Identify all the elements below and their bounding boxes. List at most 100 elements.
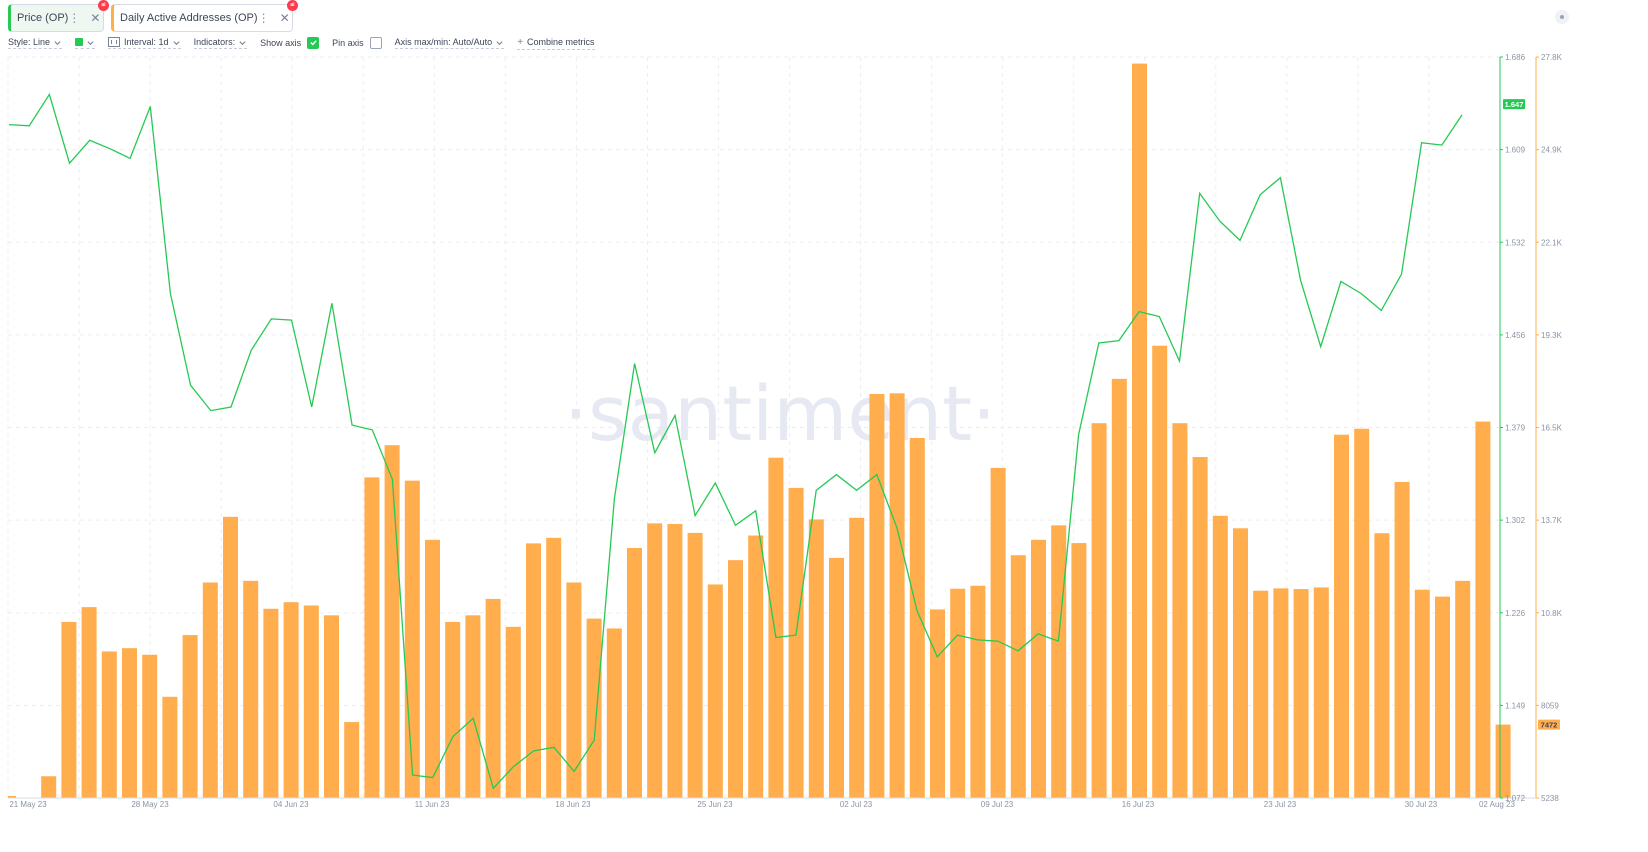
close-icon[interactable]: ✕: [279, 11, 290, 25]
settings-icon[interactable]: [1555, 10, 1569, 24]
daa-bar: [546, 537, 562, 798]
show-axis-label: Show axis: [260, 37, 302, 48]
indicators-dropdown[interactable]: Indicators:: [193, 37, 248, 49]
show-axis-checkbox[interactable]: [307, 36, 320, 49]
daa-current-label: 7472: [1541, 721, 1558, 730]
daa-bar: [667, 524, 683, 798]
daa-bar: [707, 584, 723, 798]
daa-bar: [344, 722, 360, 798]
ai-badge: ai: [98, 0, 109, 11]
price-line: [8, 92, 1463, 790]
daa-bar: [1233, 528, 1248, 798]
daa-bar: [485, 598, 501, 798]
daa-bar: [1273, 588, 1289, 798]
style-label: Style: Line: [8, 37, 51, 47]
daa-axis-tick-label: 27.8K: [1541, 53, 1563, 62]
show-axis-toggle[interactable]: Show axis: [260, 36, 320, 50]
daa-bar: [465, 615, 481, 798]
daa-axis-tick-label: 19.3K: [1541, 331, 1563, 340]
daa-bar: [61, 621, 77, 798]
x-axis-tick-label: 02 Jul 23: [840, 800, 873, 809]
color-picker[interactable]: [75, 38, 96, 49]
x-axis-tick-label: 21 May 23: [9, 800, 47, 809]
daa-bar: [768, 457, 784, 798]
daa-bars: [8, 63, 1511, 799]
daa-bar: [1152, 345, 1168, 798]
chart-axes: 1.686 1.609 1.532 1.456 1.379 1.302 1.226 1.149…: [8, 53, 1563, 809]
daa-bar: [101, 651, 117, 798]
daa-bar: [303, 605, 319, 798]
more-options-icon[interactable]: ⋮: [257, 11, 270, 25]
tab-label: Price (OP): [17, 12, 69, 24]
pin-axis-checkbox[interactable]: [369, 36, 382, 49]
daa-bar: [728, 560, 743, 798]
daa-bar: [404, 480, 420, 798]
daa-bar: [1313, 587, 1329, 798]
daa-bar: [566, 582, 582, 798]
daa-axis-tick-label: 16.5K: [1541, 424, 1563, 433]
daa-bar: [990, 467, 1006, 798]
x-axis-tick-label: 11 Jun 23: [415, 800, 450, 809]
daa-bar: [687, 532, 703, 798]
color-swatch: [75, 38, 84, 46]
price-current-badge: [1503, 99, 1525, 110]
price-axis-tick-label: 1.686: [1505, 53, 1526, 62]
chevron-down-icon: [239, 40, 246, 45]
daa-bar: [950, 588, 966, 798]
pin-axis-toggle[interactable]: Pin axis: [332, 36, 382, 50]
daa-bar: [202, 582, 218, 798]
tab-price-op[interactable]: Price (OP) ⋮ ✕ ai: [8, 0, 109, 32]
price-axis-tick-label: 1.609: [1505, 146, 1526, 155]
x-axis-tick-label: 16 Jul 23: [1122, 800, 1155, 809]
check-icon: [309, 40, 317, 46]
daa-bar: [162, 696, 178, 798]
price-axis-tick-label: 1.302: [1505, 516, 1526, 525]
daa-bar: [1475, 421, 1491, 798]
daa-bar: [1253, 590, 1269, 798]
daa-bar: [8, 795, 16, 798]
axis-minmax-label: Axis max/min: Auto/Auto: [394, 37, 493, 47]
daa-axis-tick-label: 8059: [1541, 701, 1559, 710]
daa-bar: [627, 548, 642, 798]
daa-bar: [1051, 525, 1067, 798]
price-axis-tick-label: 1.379: [1505, 424, 1526, 433]
close-icon[interactable]: ✕: [90, 11, 101, 25]
x-axis-tick-label: 04 Jun 23: [273, 800, 309, 809]
calendar-icon: [108, 37, 121, 47]
indicators-label: Indicators:: [193, 37, 236, 47]
daa-bar: [324, 615, 339, 798]
daa-bar: [1334, 434, 1349, 798]
daa-bar: [1374, 533, 1390, 798]
daa-axis-tick-label: 5238: [1541, 794, 1559, 803]
chevron-down-icon: [172, 40, 180, 45]
price-current-label: 1.647: [1505, 100, 1524, 109]
more-options-icon[interactable]: ⋮: [68, 11, 81, 25]
daa-bar: [1091, 423, 1107, 798]
interval-dropdown[interactable]: Interval: 1d: [108, 37, 181, 49]
combine-metrics-button[interactable]: + Combine metrics: [517, 36, 595, 50]
daa-bar: [526, 543, 541, 798]
price-axis-tick-label: 1.532: [1505, 238, 1526, 247]
daa-bar: [1354, 428, 1370, 798]
tab-daily-active-addresses-op[interactable]: Daily Active Addresses (OP) ⋮ ✕ ai: [111, 0, 298, 32]
x-axis-tick-label: 23 Jul 23: [1264, 800, 1297, 809]
x-axis-tick-label: 30 Jul 23: [1405, 800, 1438, 809]
tab-label: Daily Active Addresses (OP): [120, 12, 258, 24]
daa-bar: [849, 517, 865, 798]
chevron-down-icon: [496, 40, 503, 45]
daa-bar: [182, 635, 198, 798]
style-dropdown[interactable]: Style: Line: [8, 37, 63, 49]
daa-bar: [1071, 543, 1087, 798]
price-axis-tick-label: 1.072: [1505, 794, 1526, 803]
daa-bar: [1010, 555, 1026, 798]
plus-icon: +: [517, 36, 524, 48]
daa-current-badge: [1538, 719, 1560, 730]
daa-bar: [748, 535, 764, 798]
daa-bar: [1111, 378, 1127, 798]
axis-minmax-dropdown[interactable]: Axis max/min: Auto/Auto: [394, 37, 505, 49]
daa-bar: [606, 628, 622, 798]
daa-bar: [505, 626, 521, 798]
daa-bar: [364, 477, 380, 798]
daa-bar: [1435, 596, 1450, 798]
